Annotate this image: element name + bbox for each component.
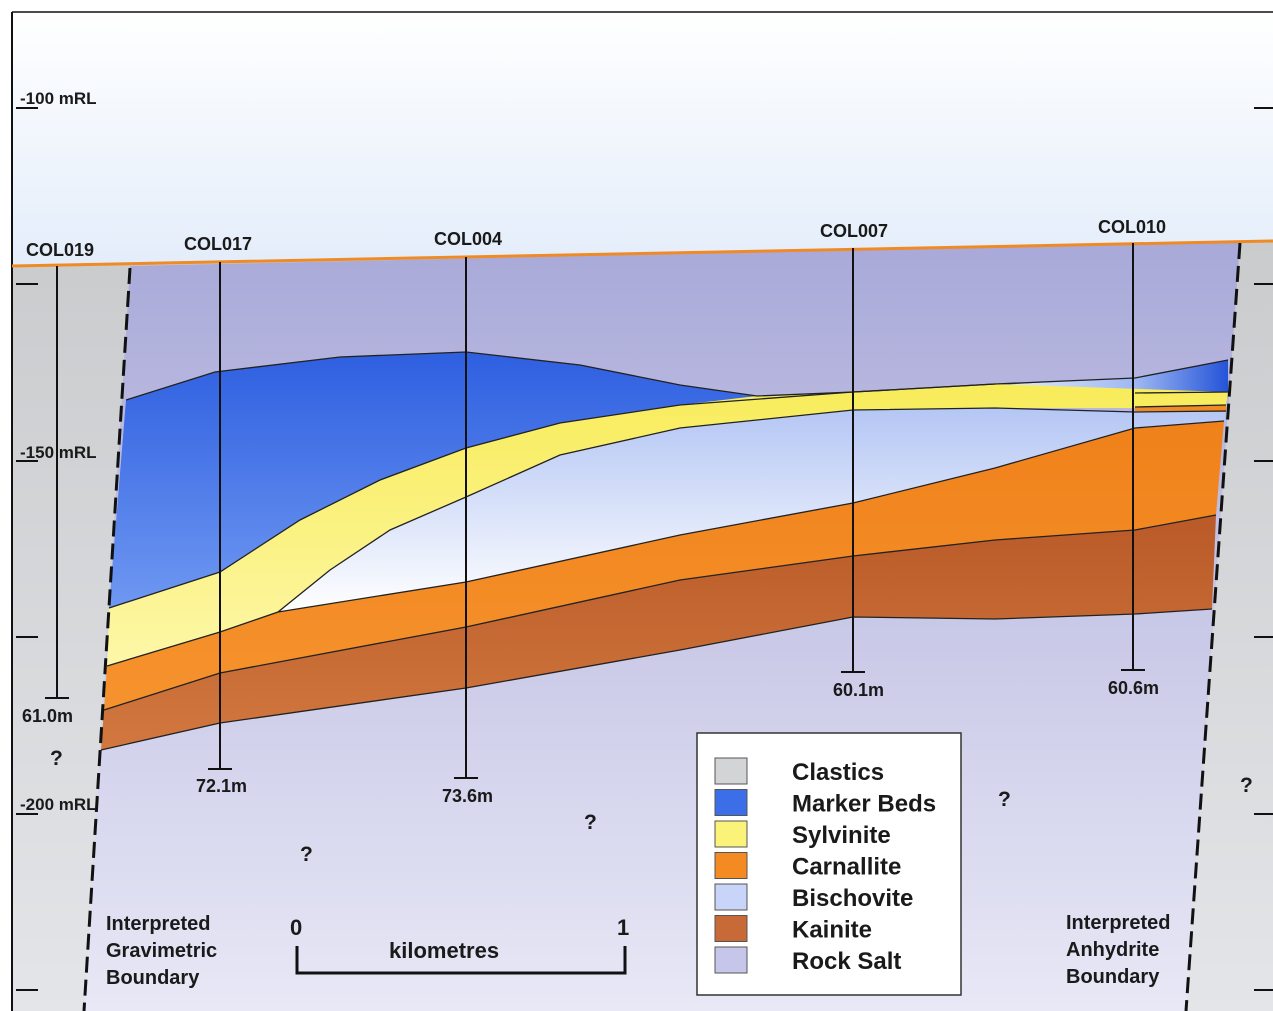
gravimetric-boundary-label-line2: Gravimetric	[106, 940, 217, 962]
legend-label: Sylvinite	[792, 822, 891, 849]
sky-band	[12, 12, 1273, 266]
scale-bar-end: 1	[617, 915, 629, 940]
scale-bar-unit: kilometres	[389, 938, 499, 963]
unknown-mark: ?	[50, 747, 63, 770]
anhydrite-boundary-line	[1184, 242, 1242, 1011]
unknown-mark: ?	[998, 788, 1011, 811]
marker-beds-right-lens	[1000, 360, 1228, 393]
legend-swatch	[714, 852, 748, 879]
legend-label: Bischovite	[792, 885, 913, 912]
legend-swatch	[714, 820, 748, 848]
legend-swatch	[714, 789, 748, 816]
legend-swatch	[714, 946, 748, 974]
carnallite-layer	[104, 421, 1224, 710]
gravimetric-boundary-line	[82, 267, 132, 1011]
elevation-label-200: -200 mRL	[20, 795, 97, 814]
unknown-mark: ?	[1240, 774, 1253, 797]
unknown-mark: ?	[300, 843, 313, 866]
anhydrite-boundary-label-line3: Boundary	[1066, 966, 1160, 988]
sylvinite-layer	[107, 384, 1228, 666]
legend-swatch	[714, 915, 748, 942]
drillhole-depth-col010: 60.6m	[1108, 678, 1159, 698]
legend-label: Marker Beds	[792, 791, 936, 818]
drillhole-depth-col004: 73.6m	[442, 786, 493, 806]
kainite-layer	[101, 515, 1216, 750]
legend: Clastics Marker Beds Sylvinite Carnallite Bi…	[696, 732, 962, 996]
drillhole-label-col007: COL007	[820, 221, 888, 241]
marker-beds-layer	[109, 352, 1228, 608]
drillhole-label-col010: COL010	[1098, 217, 1166, 237]
ground-surface-line	[11, 239, 1273, 268]
bischovite-layer	[278, 408, 1226, 612]
legend-label: Rock Salt	[792, 948, 901, 975]
elevation-label-150: -150 mRL	[20, 443, 97, 462]
drillhole-label-col019: COL019	[26, 240, 94, 260]
gravimetric-boundary-label-line3: Boundary	[106, 967, 200, 989]
elevation-ticks	[16, 107, 1273, 991]
legend-label: Kainite	[792, 917, 872, 944]
drillhole-lines	[45, 243, 1145, 779]
unknown-mark: ?	[584, 811, 597, 834]
drillhole-depth-col017: 72.1m	[196, 776, 247, 796]
elevation-label-100: -100 mRL	[20, 89, 97, 108]
legend-label: Carnallite	[792, 854, 901, 881]
legend-swatch	[714, 883, 748, 911]
scale-bar-start: 0	[290, 915, 302, 940]
drillhole-depth-col007: 60.1m	[833, 680, 884, 700]
drillhole-label-col017: COL017	[184, 234, 252, 254]
drillhole-depth-col019: 61.0m	[22, 706, 73, 726]
gravimetric-boundary-label-line1: Interpreted	[106, 913, 210, 935]
scale-bar: 0 1 kilometres	[290, 915, 629, 975]
legend-label: Clastics	[792, 759, 884, 786]
legend-swatch	[714, 757, 748, 785]
drillhole-label-col004: COL004	[434, 229, 502, 249]
anhydrite-boundary-label-line2: Anhydrite	[1066, 939, 1159, 961]
anhydrite-boundary-label-line1: Interpreted	[1066, 912, 1170, 934]
